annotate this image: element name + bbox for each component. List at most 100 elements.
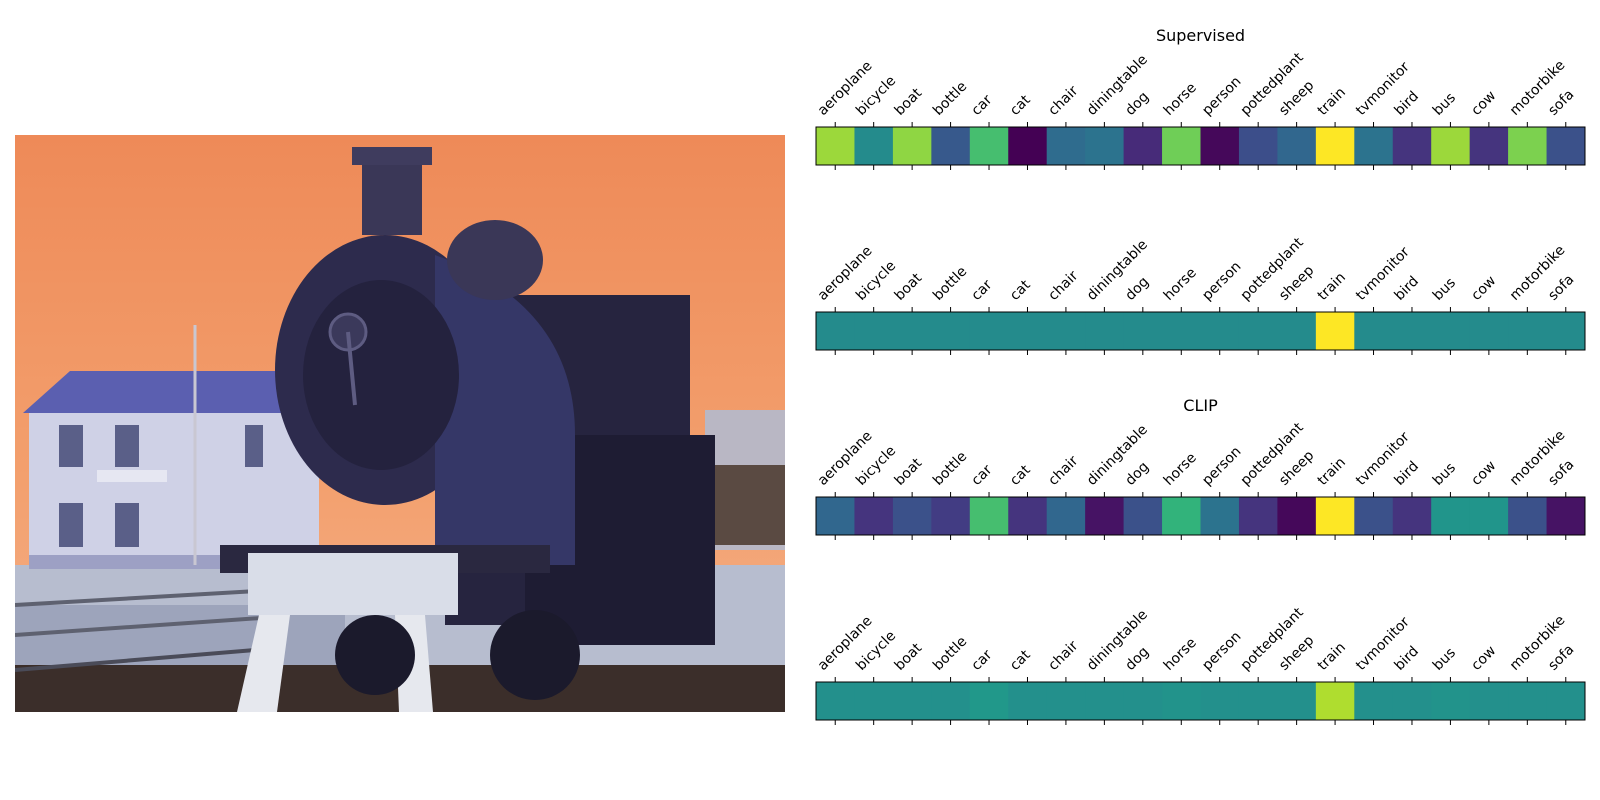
heatmap-cell-tvmonitor: [1354, 497, 1393, 535]
heatmap-cell-sofa: [1547, 682, 1586, 720]
tick-label-bottle: bottle: [930, 264, 970, 304]
heatmap-cell-sheep: [1277, 497, 1316, 535]
heatmap-cell-bus: [1431, 312, 1470, 350]
tick-label-dog: dog: [1122, 89, 1152, 119]
tick-label-horse: horse: [1161, 80, 1200, 119]
heatmap-cell-train: [1316, 312, 1355, 350]
tick-label-chair: chair: [1045, 83, 1081, 119]
heatmap-cell-bottle: [931, 497, 970, 535]
tick-label-boat: boat: [892, 270, 926, 304]
heatmap-cell-bicycle: [854, 497, 893, 535]
heatmap-cell-sofa: [1547, 312, 1586, 350]
tick-label-car: car: [969, 277, 996, 304]
tick-label-cat: cat: [1007, 92, 1034, 119]
tick-label-person: person: [1199, 629, 1244, 674]
heatmap-cell-car: [970, 127, 1009, 165]
heatmap-cell-tvmonitor: [1354, 312, 1393, 350]
heatmap-cell-tvmonitor: [1354, 127, 1393, 165]
tick-label-bird: bird: [1391, 458, 1422, 489]
heatmap-title: Supervised: [1156, 26, 1245, 45]
heatmap-cell-person: [1201, 497, 1240, 535]
heatmap-cell-bicycle: [854, 127, 893, 165]
tick-label-car: car: [969, 647, 996, 674]
heatmap-cell-diningtable: [1085, 312, 1124, 350]
heatmap-cell-diningtable: [1085, 497, 1124, 535]
tick-label-person: person: [1199, 74, 1244, 119]
tick-label-cow: cow: [1468, 88, 1499, 119]
heatmap-cell-pottedplant: [1239, 497, 1278, 535]
heatmap-cell-person: [1201, 312, 1240, 350]
tick-label-boat: boat: [892, 85, 926, 119]
tick-label-sofa: sofa: [1545, 272, 1577, 304]
tick-label-dog: dog: [1122, 644, 1152, 674]
heatmap-cell-person: [1201, 127, 1240, 165]
heatmap-cell-diningtable: [1085, 682, 1124, 720]
heatmap-cell-bus: [1431, 497, 1470, 535]
heatmap-cell-car: [970, 497, 1009, 535]
tick-label-sofa: sofa: [1545, 87, 1577, 119]
heatmap-cell-pottedplant: [1239, 127, 1278, 165]
heatmap-cell-dog: [1124, 312, 1163, 350]
tick-label-person: person: [1199, 444, 1244, 489]
heatmap-cell-sheep: [1277, 312, 1316, 350]
heatmap-cell-cow: [1470, 312, 1509, 350]
tick-label-person: person: [1199, 259, 1244, 304]
heatmap-cell-chair: [1047, 682, 1086, 720]
tick-label-bus: bus: [1430, 90, 1459, 119]
heatmap-cell-chair: [1047, 127, 1086, 165]
heatmap-cell-bicycle: [854, 682, 893, 720]
tick-label-dog: dog: [1122, 459, 1152, 489]
heatmap-cell-dog: [1124, 127, 1163, 165]
heatmap-cell-boat: [893, 497, 932, 535]
heatmap-cell-boat: [893, 682, 932, 720]
tick-label-cow: cow: [1468, 458, 1499, 489]
heatmap-cell-sheep: [1277, 682, 1316, 720]
tick-label-bottle: bottle: [930, 449, 970, 489]
tick-label-cat: cat: [1007, 462, 1034, 489]
heatmap-cell-bird: [1393, 312, 1432, 350]
tick-label-bird: bird: [1391, 643, 1422, 674]
heatmap-cell-car: [970, 312, 1009, 350]
tick-label-train: train: [1315, 269, 1349, 303]
tick-label-cow: cow: [1468, 643, 1499, 674]
tick-label-horse: horse: [1161, 450, 1200, 489]
heatmap-cell-motorbike: [1508, 497, 1547, 535]
heatmap-cell-train: [1316, 682, 1355, 720]
tick-label-car: car: [969, 462, 996, 489]
heatmap-cell-bicycle: [854, 312, 893, 350]
tick-label-car: car: [969, 92, 996, 119]
heatmap-cell-motorbike: [1508, 682, 1547, 720]
heatmap-cell-cat: [1008, 682, 1047, 720]
heatmap-cell-horse: [1162, 682, 1201, 720]
heatmap-cell-pottedplant: [1239, 682, 1278, 720]
heatmap-cell-diningtable: [1085, 127, 1124, 165]
heatmap-cell-horse: [1162, 497, 1201, 535]
tick-label-bus: bus: [1430, 645, 1459, 674]
heatmap-cell-dog: [1124, 682, 1163, 720]
tick-label-train: train: [1315, 454, 1349, 488]
heatmap-cell-bird: [1393, 127, 1432, 165]
heatmap-cell-car: [970, 682, 1009, 720]
heatmap-cell-motorbike: [1508, 312, 1547, 350]
tick-label-sofa: sofa: [1545, 457, 1577, 489]
heatmap-cell-horse: [1162, 312, 1201, 350]
heatmap-cell-cat: [1008, 127, 1047, 165]
heatmap-cell-horse: [1162, 127, 1201, 165]
heatmap-cell-motorbike: [1508, 127, 1547, 165]
heatmap-cell-cow: [1470, 682, 1509, 720]
heatmap-cell-aeroplane: [816, 127, 855, 165]
heatmap-cell-bottle: [931, 127, 970, 165]
tick-label-dog: dog: [1122, 274, 1152, 304]
tick-label-chair: chair: [1045, 638, 1081, 674]
heatmap-cell-boat: [893, 312, 932, 350]
heatmap-cell-bird: [1393, 497, 1432, 535]
heatmap-cell-cat: [1008, 312, 1047, 350]
heatmap-title: CLIP: [1183, 396, 1218, 415]
heatmap-cell-dog: [1124, 497, 1163, 535]
heatmap-cell-bottle: [931, 682, 970, 720]
